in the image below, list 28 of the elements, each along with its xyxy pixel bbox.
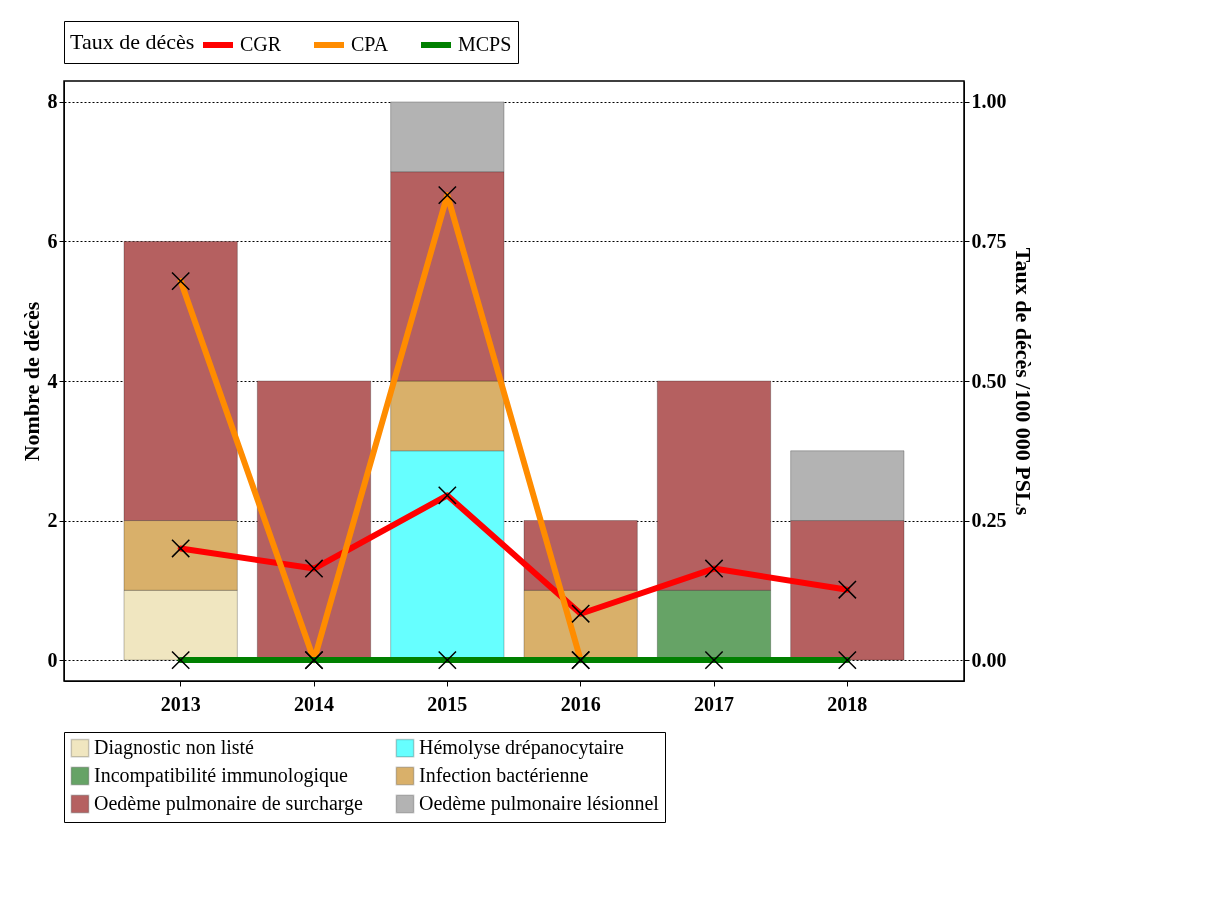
y-tick-label: 0 xyxy=(47,648,58,671)
x-tick-label: 2015 xyxy=(427,692,468,715)
legend-label: Incompatibilité immunologique xyxy=(94,764,348,787)
y-tick-label: 2 xyxy=(47,509,58,532)
x-tick-label: 2013 xyxy=(160,692,201,715)
x-tick-label: 2016 xyxy=(560,692,601,715)
y2-tick-label: 0.50 xyxy=(971,369,1007,392)
legend-label: Oedème pulmonaire de surcharge xyxy=(94,792,364,815)
y2-tick-label: 0.00 xyxy=(971,648,1007,671)
legend-label: CGR xyxy=(240,33,282,55)
legend-label: Hémolyse drépanocytaire xyxy=(419,736,625,760)
y2-tick-label: 0.25 xyxy=(971,509,1007,532)
legend-label: Diagnostic non listé xyxy=(94,736,255,760)
legend-label: Oedème pulmonaire lésionnel xyxy=(419,792,660,815)
legend-label: Infection bactérienne xyxy=(419,764,589,786)
y-tick-label: 6 xyxy=(47,229,58,252)
y2-tick-label: 1.00 xyxy=(971,90,1007,113)
legend-label: CPA xyxy=(351,33,389,55)
y2-axis-title: Taux de décès /100 000 PSLs xyxy=(1010,247,1036,516)
y-axis-title: Nombre de décès xyxy=(18,301,44,462)
x-tick-label: 2018 xyxy=(827,692,868,715)
x-tick-label: 2017 xyxy=(694,692,734,715)
y2-tick-label: 0.75 xyxy=(971,229,1007,252)
y-tick-label: 4 xyxy=(47,369,58,392)
y-tick-label: 8 xyxy=(47,90,58,113)
x-tick-label: 2014 xyxy=(294,692,334,715)
legend-title: Taux de décès xyxy=(70,29,195,54)
legend-label: MCPS xyxy=(458,33,512,55)
